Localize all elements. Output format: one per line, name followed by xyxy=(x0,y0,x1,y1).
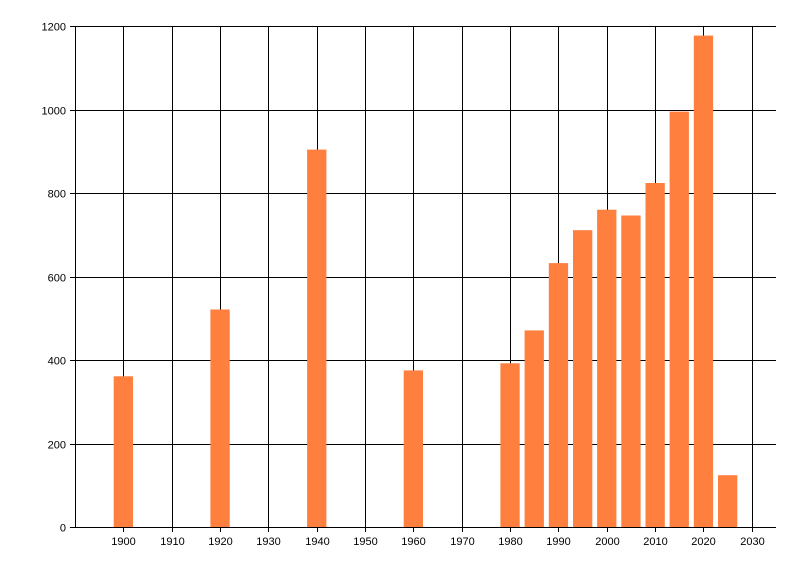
axes xyxy=(70,26,776,532)
bar-1980 xyxy=(500,363,520,527)
bar-2010 xyxy=(645,183,665,527)
bar-2020 xyxy=(693,35,714,527)
x-tick-label: 1900 xyxy=(111,536,135,548)
x-tick-label: 2000 xyxy=(595,536,619,548)
y-tick-label: 600 xyxy=(48,273,66,285)
x-tick-label: 1930 xyxy=(256,536,280,548)
bar-1990 xyxy=(548,263,569,527)
bar-1920 xyxy=(210,309,230,527)
x-tick-label: 1960 xyxy=(401,536,425,548)
bar-1995 xyxy=(573,230,593,527)
x-tick-label: 1970 xyxy=(450,536,474,548)
bar-1985 xyxy=(524,330,544,527)
bar-2015 xyxy=(669,111,689,527)
bar-2025 xyxy=(718,475,738,527)
x-tick-label: 1910 xyxy=(160,536,184,548)
x-tick-label: 1950 xyxy=(353,536,377,548)
bar-1960 xyxy=(403,370,423,527)
bar-2000 xyxy=(597,209,617,527)
bar-2005 xyxy=(621,215,641,527)
y-tick-label: 800 xyxy=(48,189,66,201)
x-tick-label: 2010 xyxy=(643,536,667,548)
bar-1940 xyxy=(307,149,327,527)
y-tick-label: 400 xyxy=(48,356,66,368)
tick-labels: 0 200 400 600 800 1000 1200 1900 1910 1920 1930 194… xyxy=(42,22,765,549)
x-tick-label: 1920 xyxy=(208,536,232,548)
x-tick-label: 1940 xyxy=(305,536,329,548)
bars xyxy=(113,35,738,527)
x-tick-label: 2030 xyxy=(740,536,764,548)
x-tick-label: 2020 xyxy=(691,536,715,548)
y-tick-label: 1200 xyxy=(42,22,66,34)
y-tick-label: 0 xyxy=(60,523,66,535)
y-tick-label: 200 xyxy=(48,440,66,452)
x-tick-label: 1990 xyxy=(546,536,570,548)
x-tick-label: 1980 xyxy=(498,536,522,548)
bar-1900 xyxy=(113,376,133,527)
y-tick-label: 1000 xyxy=(42,106,66,118)
